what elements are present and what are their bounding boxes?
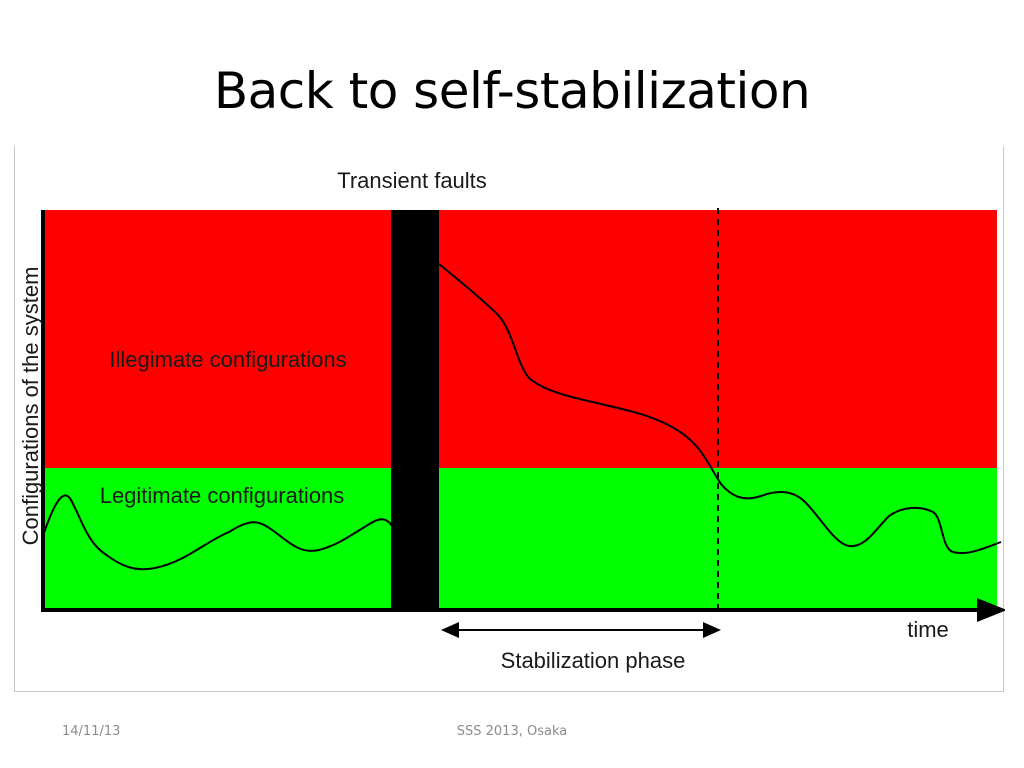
x-axis-arrowhead bbox=[977, 598, 1005, 622]
trajectory-after-faults bbox=[438, 263, 1002, 554]
x-axis-label: time bbox=[907, 617, 949, 642]
trajectory-before-faults bbox=[42, 494, 408, 571]
transient-faults-label: Transient faults bbox=[337, 168, 487, 193]
legitimate-label: Legitimate configurations bbox=[100, 483, 345, 508]
transient-fault-bar bbox=[391, 210, 439, 608]
illegitimate-region bbox=[43, 210, 997, 468]
self-stabilization-diagram: Transient faults Illegimate configuratio… bbox=[14, 146, 1005, 692]
stabilization-phase-label: Stabilization phase bbox=[501, 648, 686, 673]
footer-center: SSS 2013, Osaka bbox=[456, 724, 568, 739]
slide-title: Back to self-stabilization bbox=[213, 62, 811, 120]
y-axis-label: Configurations of the system bbox=[18, 267, 43, 546]
footer-date: 14/11/13 bbox=[62, 724, 121, 739]
legitimate-region bbox=[43, 468, 997, 608]
illegitimate-label: Illegimate configurations bbox=[109, 347, 346, 372]
